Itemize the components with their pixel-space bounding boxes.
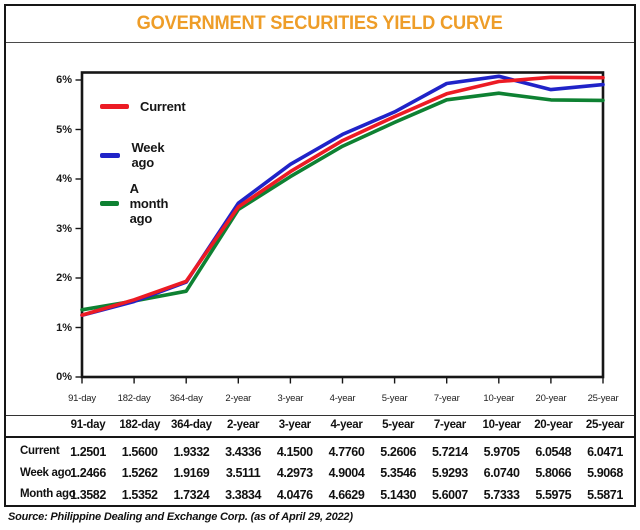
x-axis-label: 4-year (329, 393, 356, 404)
legend-swatch-icon (100, 152, 121, 158)
table-cell: 5.2606 (380, 444, 417, 459)
table-column-header: 3-year (278, 419, 311, 431)
legend-swatch-icon (100, 104, 129, 109)
table-cell: 1.9332 (173, 444, 210, 459)
table-cell: 3.3834 (225, 487, 262, 502)
table-column-header: 7-year (433, 419, 466, 431)
source-note: Source: Philippine Dealing and Exchange … (8, 511, 353, 523)
table-column-header: 364-day (171, 419, 212, 431)
y-axis-label: 2% (56, 272, 72, 284)
x-axis-label: 10-year (483, 393, 515, 404)
x-axis-label: 2-year (225, 393, 252, 404)
table-column-header: 5-year (382, 419, 415, 431)
table-cell: 4.9004 (328, 466, 365, 480)
table-cell: 5.6007 (431, 487, 468, 502)
y-axis-label: 0% (56, 371, 72, 383)
legend-swatch-icon (100, 201, 119, 206)
table-column-header: 4-year (330, 419, 363, 431)
x-axis-label: 5-year (381, 393, 408, 404)
table-cell: 5.9705 (483, 444, 520, 459)
title-bar: GOVERNMENT SECURITIES YIELD CURVE (6, 6, 634, 43)
table-cell: 6.0471 (587, 444, 623, 459)
legend-item: Current (100, 99, 186, 114)
table-cell: 6.0548 (535, 444, 572, 459)
table-cell: 5.9068 (587, 466, 623, 480)
table-cell: 1.2466 (70, 466, 106, 480)
table-row-label: Current (20, 445, 60, 457)
legend-label: Week ago (131, 140, 165, 170)
table-column-header: 20-year (534, 419, 573, 431)
table-cell: 1.9169 (173, 466, 210, 480)
legend-label: Current (140, 99, 186, 114)
table-column-header: 10-year (482, 419, 521, 431)
table-row-label: Week ago (20, 466, 72, 479)
table-cell: 4.0476 (276, 487, 313, 502)
table-cell: 3.4336 (225, 444, 262, 459)
y-axis-label: 6% (56, 74, 72, 86)
table-cell: 6.0740 (483, 466, 520, 480)
table-top-rule (6, 415, 634, 416)
table-cell: 5.7214 (431, 444, 468, 459)
table-column-header: 91-day (70, 419, 106, 431)
x-axis-label: 182-day (117, 393, 151, 404)
table-cell: 1.7324 (173, 487, 210, 502)
table-cell: 4.1500 (276, 444, 313, 459)
table-column-header: 2-year (227, 419, 260, 431)
table-cell: 4.2973 (276, 466, 313, 480)
table-cell: 1.3582 (70, 487, 106, 502)
x-axis-label: 7-year (433, 393, 460, 404)
table-cell: 4.7760 (328, 444, 365, 459)
table-column-header: 25-year (585, 419, 625, 431)
table-cell: 5.8066 (535, 466, 572, 480)
table-cell: 1.5600 (121, 444, 158, 459)
legend-item: Week ago (100, 140, 173, 170)
table-cell: 1.2501 (70, 444, 106, 459)
x-axis-label: 91-day (68, 393, 96, 404)
table-header-rule (6, 436, 634, 438)
x-axis-label: 25-year (587, 393, 619, 404)
y-axis-label: 3% (56, 222, 72, 235)
legend-item: A month ago (100, 181, 179, 226)
x-axis-label: 364-day (169, 393, 203, 404)
outer-frame (4, 4, 636, 507)
table-cell: 5.5975 (535, 487, 572, 502)
table-row-label: Month ago (20, 488, 76, 500)
table-cell: 3.5111 (225, 466, 261, 480)
y-axis-label: 4% (56, 173, 72, 185)
table-cell: 1.5262 (121, 466, 158, 480)
table-cell: 4.6629 (328, 487, 365, 502)
table-cell: 5.5871 (587, 487, 623, 502)
x-axis-label: 3-year (277, 393, 304, 404)
plot-border (80, 71, 605, 379)
x-axis-label: 20-year (535, 393, 567, 404)
table-cell: 5.9293 (431, 466, 468, 480)
series-line-current (80, 75, 605, 317)
y-axis-label: 5% (56, 123, 72, 136)
table-cell: 5.7333 (483, 487, 520, 502)
y-axis-label: 1% (56, 321, 72, 334)
table-cell: 5.3546 (380, 466, 417, 480)
legend-label: A month ago (129, 181, 169, 226)
table-cell: 1.5352 (121, 487, 158, 502)
table-column-header: 182-day (119, 419, 161, 431)
series-line-a-month-ago (80, 91, 605, 312)
table-cell: 5.1430 (380, 487, 417, 502)
page-title: GOVERNMENT SECURITIES YIELD CURVE (137, 13, 503, 34)
